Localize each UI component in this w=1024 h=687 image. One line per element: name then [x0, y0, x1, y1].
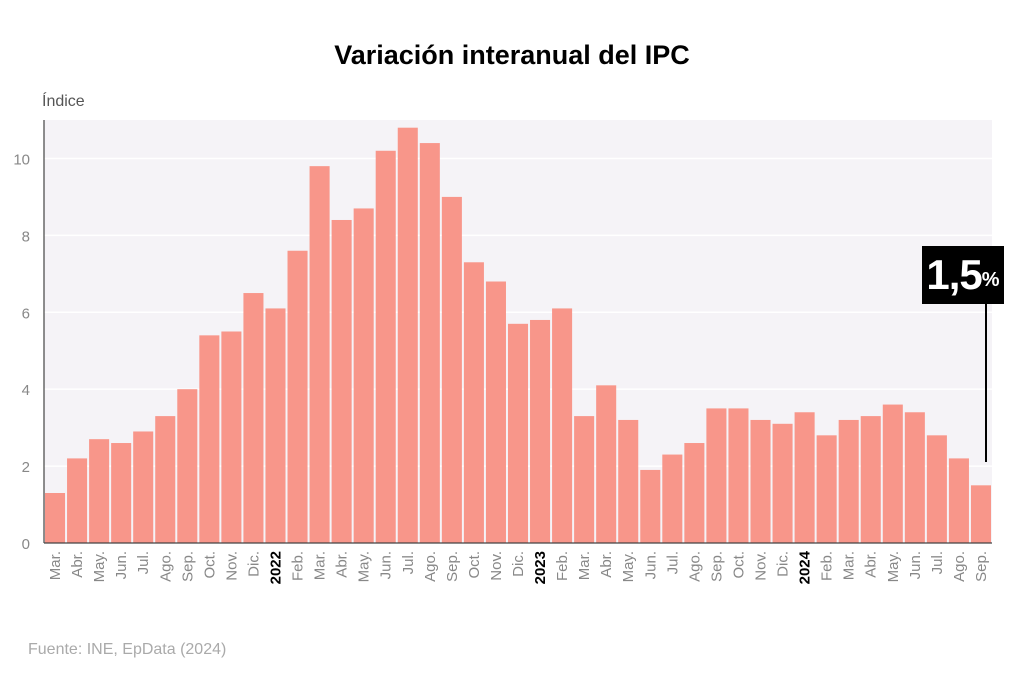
bar	[309, 166, 330, 544]
x-tick-label: May.	[91, 551, 108, 582]
x-tick-label: May.	[356, 551, 373, 582]
bar	[397, 127, 418, 543]
x-tick-label: May.	[620, 551, 637, 582]
bar	[265, 308, 286, 543]
x-tick-label: Ago.	[157, 551, 174, 582]
x-tick-label: Abr.	[863, 551, 880, 578]
bar	[684, 443, 705, 543]
bar	[353, 208, 374, 544]
bar	[618, 419, 639, 543]
bar	[750, 419, 771, 543]
x-tick-label: Mar.	[47, 551, 64, 580]
bar	[860, 416, 881, 543]
bar	[794, 412, 815, 543]
y-tick-label: 10	[13, 151, 30, 168]
x-tick-label: Oct.	[201, 551, 218, 579]
x-tick-label: Abr.	[69, 551, 86, 578]
latest-value-callout: 1,5%	[922, 246, 1004, 304]
bar	[463, 262, 484, 543]
bar	[552, 308, 573, 543]
bar	[507, 323, 529, 543]
bar	[287, 250, 308, 543]
bar	[838, 419, 859, 543]
x-tick-label: 2022	[267, 551, 284, 584]
x-tick-label: Dic.	[775, 551, 792, 577]
x-tick-label: Jul.	[135, 551, 152, 574]
x-tick-label: Jun.	[907, 551, 924, 579]
bar	[926, 435, 947, 543]
x-tick-label: Sep.	[444, 551, 461, 582]
x-tick-label: Feb.	[819, 551, 836, 581]
bar	[596, 385, 617, 543]
x-tick-label: Feb.	[290, 551, 307, 581]
bar	[662, 454, 683, 543]
bar	[155, 416, 176, 543]
bar	[177, 389, 198, 543]
x-tick-label: 2023	[532, 551, 549, 584]
bar	[45, 493, 66, 543]
x-tick-label: Ago.	[422, 551, 439, 582]
x-tick-label: Abr.	[334, 551, 351, 578]
bar	[816, 435, 837, 543]
bar	[199, 335, 220, 543]
y-tick-label: 0	[22, 536, 30, 553]
x-tick-label: Oct.	[730, 551, 747, 579]
y-axis-label: Índice	[42, 93, 85, 110]
x-tick-label: 2024	[797, 550, 814, 584]
bar	[419, 143, 440, 543]
y-tick-label: 2	[22, 459, 30, 476]
bar	[243, 293, 264, 543]
callout-unit: %	[981, 268, 1000, 291]
x-tick-label: Mar.	[312, 551, 329, 580]
x-tick-label: Oct.	[466, 551, 483, 579]
x-tick-label: May.	[885, 551, 902, 582]
bar	[970, 485, 991, 543]
bar	[485, 281, 506, 543]
y-tick-label: 4	[22, 382, 30, 399]
bar	[441, 196, 462, 543]
bar	[706, 408, 727, 543]
bar	[111, 443, 132, 543]
bar	[574, 416, 595, 543]
x-tick-label: Jun.	[642, 551, 659, 579]
x-tick-label: Mar.	[841, 551, 858, 580]
bar	[221, 331, 242, 543]
x-tick-label: Ago.	[686, 551, 703, 582]
x-tick-label: Sep.	[973, 551, 990, 582]
bar	[882, 404, 903, 543]
x-tick-label: Dic.	[510, 551, 527, 577]
bar	[67, 458, 88, 543]
x-tick-label: Jul.	[664, 551, 681, 574]
x-tick-label: Sep.	[708, 551, 725, 582]
x-tick-label: Jun.	[378, 551, 395, 579]
source-note: Fuente: INE, EpData (2024)	[28, 641, 227, 658]
y-tick-label: 8	[22, 228, 30, 245]
x-tick-label: Nov.	[488, 551, 505, 581]
bar	[904, 412, 925, 543]
x-tick-label: Jul.	[400, 551, 417, 574]
bar	[948, 458, 969, 543]
x-tick-label: Jul.	[929, 551, 946, 574]
chart-title: Variación interanual del IPC	[334, 40, 690, 70]
x-tick-label: Ago.	[951, 551, 968, 582]
x-tick-label: Jun.	[113, 551, 130, 579]
x-tick-label: Sep.	[179, 551, 196, 582]
bar	[640, 469, 661, 543]
x-tick-label: Nov.	[223, 551, 240, 581]
bar	[133, 431, 154, 543]
bar	[375, 150, 396, 543]
bar	[331, 219, 352, 543]
x-tick-label: Abr.	[598, 551, 615, 578]
callout-value: 1,5	[926, 251, 982, 298]
bar	[772, 423, 793, 543]
x-tick-label: Feb.	[554, 551, 571, 581]
y-tick-label: 6	[22, 305, 30, 322]
bar	[728, 408, 749, 543]
bar	[530, 319, 551, 543]
x-tick-label: Mar.	[576, 551, 593, 580]
x-tick-label: Nov.	[753, 551, 770, 581]
x-tick-label: Dic.	[245, 551, 262, 577]
bar	[89, 439, 110, 543]
